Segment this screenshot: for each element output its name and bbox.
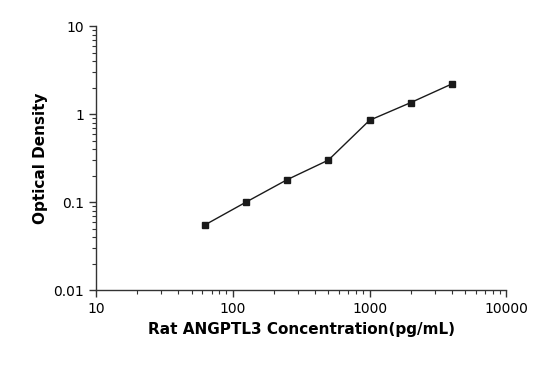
X-axis label: Rat ANGPTL3 Concentration(pg/mL): Rat ANGPTL3 Concentration(pg/mL) bbox=[148, 321, 455, 337]
Y-axis label: Optical Density: Optical Density bbox=[33, 92, 48, 224]
